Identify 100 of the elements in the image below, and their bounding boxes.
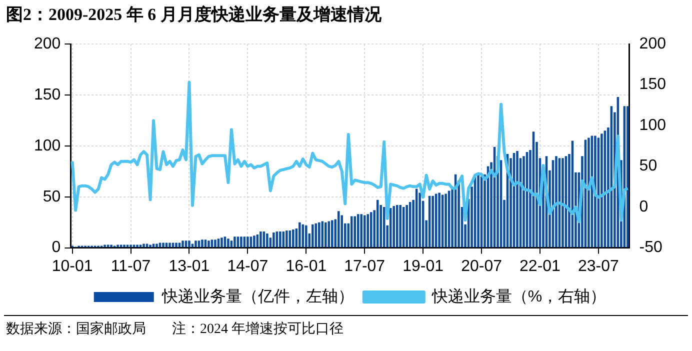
bar	[438, 192, 440, 248]
bar	[234, 236, 236, 248]
bar	[224, 236, 226, 248]
bar	[406, 205, 408, 248]
bar	[172, 242, 174, 248]
chart-title: 图2：2009-2025 年 6 月月度快递业务量及增速情况	[5, 4, 382, 26]
bar	[279, 231, 282, 248]
bar	[217, 238, 220, 248]
bar	[106, 244, 110, 248]
bar	[555, 156, 558, 248]
x-tick-label: 23-07	[578, 258, 620, 275]
bar	[337, 211, 340, 248]
bar	[146, 244, 148, 248]
y2-tick-label: 200	[639, 35, 666, 52]
bar	[152, 244, 155, 248]
bar	[116, 244, 119, 248]
bar	[246, 236, 249, 248]
bar	[477, 174, 480, 248]
bar	[562, 158, 564, 248]
bar	[522, 156, 525, 248]
bar	[136, 244, 138, 248]
bar	[126, 244, 129, 248]
bar	[132, 244, 136, 248]
y-tick-label: 150	[34, 86, 61, 104]
x-tick-label: 17-07	[344, 258, 386, 275]
x-tick-label: 19-01	[402, 258, 444, 275]
y2-tick-label: 150	[639, 76, 666, 94]
y-tick-label: 0	[52, 239, 61, 256]
bar	[444, 194, 447, 248]
y-tick-label: 200	[34, 35, 61, 52]
bar	[168, 242, 171, 248]
bar	[356, 214, 360, 248]
x-tick-label: 13-01	[168, 258, 210, 275]
bar	[260, 231, 262, 248]
bar	[130, 244, 132, 248]
bar	[214, 240, 216, 248]
bar	[298, 222, 301, 248]
bar	[208, 240, 210, 248]
bar	[243, 236, 246, 248]
legend-label: 快递业务量（亿件，左轴）	[160, 287, 354, 306]
bar	[156, 244, 158, 248]
bar	[392, 206, 395, 248]
x-tick-label: 11-07	[110, 258, 151, 275]
bar	[149, 244, 152, 248]
bar	[324, 222, 327, 248]
bar	[227, 238, 230, 248]
bar	[139, 244, 142, 248]
bar	[204, 240, 207, 248]
source-note: 数据来源：国家邮政局	[6, 322, 146, 337]
bar	[266, 234, 268, 248]
legend-label: 快递业务量（%，右轴）	[430, 287, 606, 306]
bar	[201, 240, 204, 248]
y2-tick-label: -50	[639, 239, 663, 256]
bar	[120, 244, 122, 248]
y-tick-label: 100	[34, 137, 61, 154]
bar	[292, 229, 294, 248]
bar	[318, 222, 320, 248]
bar	[588, 138, 590, 248]
bar	[432, 196, 434, 248]
bar	[418, 192, 421, 248]
bar	[184, 240, 188, 248]
bar	[104, 244, 106, 248]
bar	[286, 230, 288, 248]
bar	[210, 240, 214, 248]
bar	[354, 216, 356, 248]
bar	[236, 236, 240, 248]
bar	[594, 136, 596, 248]
bar	[175, 242, 178, 248]
bar	[188, 240, 190, 248]
y2-tick-label: 0	[639, 198, 648, 216]
bar	[110, 244, 112, 248]
bar	[162, 242, 164, 248]
bar	[158, 242, 162, 248]
bar	[350, 216, 353, 248]
bar	[182, 240, 184, 248]
x-tick-label: 22-01	[520, 258, 561, 275]
bar	[250, 236, 252, 248]
bar	[253, 236, 256, 248]
text: 注：2024 年增速按可比口径	[172, 322, 344, 337]
y-tick-label: 50	[42, 188, 61, 206]
bar	[600, 134, 603, 248]
bar	[198, 240, 200, 248]
bar	[360, 214, 363, 248]
bar	[142, 244, 145, 248]
bar	[305, 225, 308, 248]
bar	[340, 215, 344, 248]
bar	[178, 242, 181, 248]
bar	[331, 220, 334, 248]
y2-tick-label: 50	[639, 158, 658, 175]
bar	[165, 242, 168, 248]
bar	[399, 205, 402, 248]
bar	[312, 224, 314, 248]
bar	[230, 240, 233, 248]
x-tick-label: 16-01	[286, 258, 327, 275]
bar	[272, 232, 275, 248]
bar	[220, 238, 223, 248]
bar	[363, 215, 366, 248]
bar	[366, 214, 369, 248]
bar	[194, 240, 197, 248]
bar	[240, 236, 242, 248]
